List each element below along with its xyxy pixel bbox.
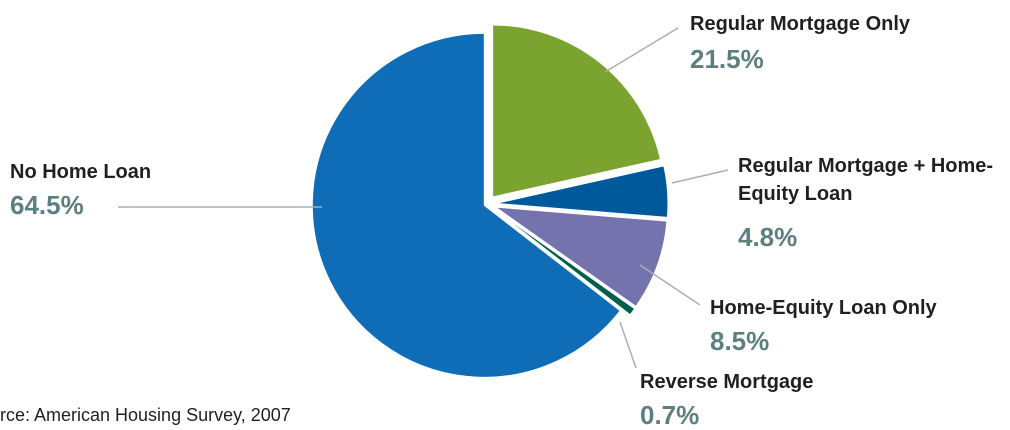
- leader-line: [639, 264, 701, 306]
- value-label: 21.5%: [690, 44, 764, 74]
- slice-label: Reverse Mortgage: [640, 371, 814, 393]
- pie-slice: [493, 206, 668, 308]
- pie-slice: [495, 165, 669, 218]
- slice-label: Regular Mortgage Only: [690, 13, 911, 35]
- slice-label: Regular Mortgage + Home-Equity Loan: [738, 155, 994, 205]
- slice-label: No Home Loan: [10, 161, 152, 183]
- value-label: 8.5%: [710, 326, 770, 356]
- slice-label: Home-Equity Loan Only: [710, 297, 937, 319]
- leader-line: [671, 169, 729, 184]
- pie-slice: [492, 24, 662, 198]
- leader-line: [619, 321, 637, 369]
- pie-slice: [493, 208, 636, 316]
- pie-slice: [311, 32, 621, 378]
- leader-line: [604, 27, 679, 73]
- source-note: rce: American Housing Survey, 2007: [0, 405, 291, 425]
- value-label: 0.7%: [640, 400, 700, 430]
- value-label: 64.5%: [10, 190, 84, 220]
- value-label: 4.8%: [738, 222, 798, 252]
